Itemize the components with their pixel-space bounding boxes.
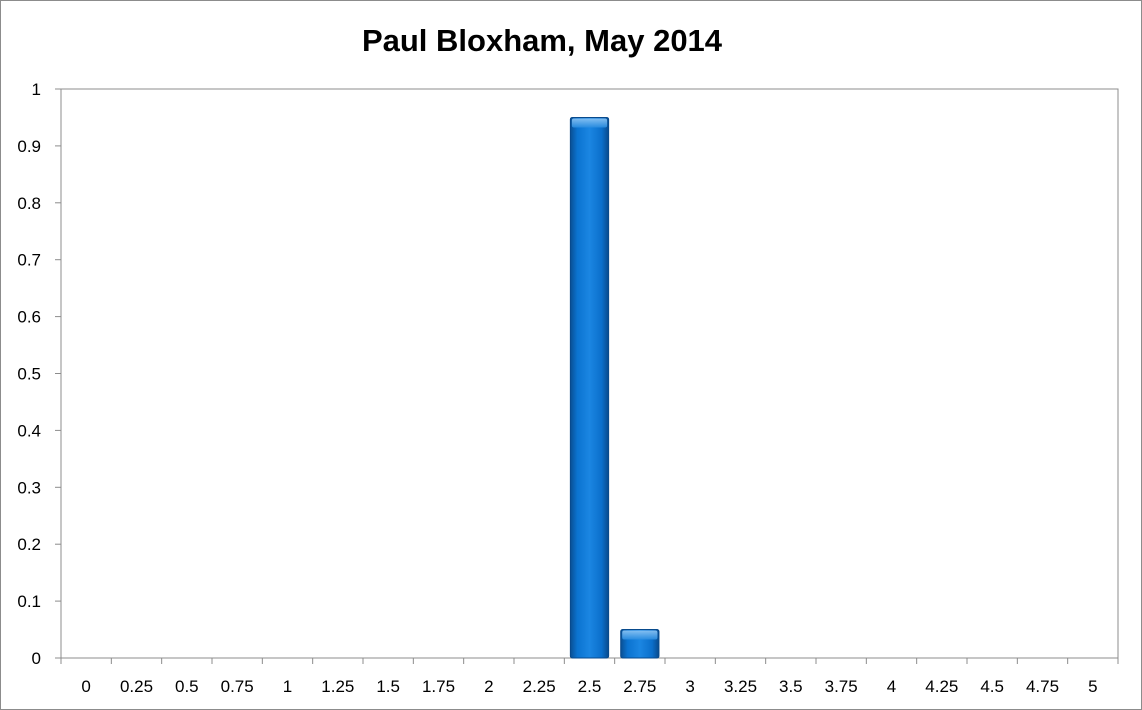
x-tick-label: 3.5 [779, 677, 803, 696]
x-tick-label: 1 [283, 677, 292, 696]
x-tick-label: 3.75 [825, 677, 858, 696]
bars [569, 116, 660, 659]
x-tick-label: 0.75 [221, 677, 254, 696]
y-tick-label: 0.4 [17, 421, 41, 440]
x-tick-label: 0.25 [120, 677, 153, 696]
y-tick-label: 0.8 [17, 194, 41, 213]
x-tick-label: 2.5 [578, 677, 602, 696]
x-tick-label: 2 [484, 677, 493, 696]
x-tick-label: 5 [1088, 677, 1097, 696]
bar-body [569, 116, 610, 659]
x-tick-label: 3.25 [724, 677, 757, 696]
y-tick-label: 0.3 [17, 478, 41, 497]
y-tick-label: 0.5 [17, 365, 41, 384]
x-tick-label: 2.25 [523, 677, 556, 696]
y-tick-label: 0.9 [17, 137, 41, 156]
x-tick-label: 3 [685, 677, 694, 696]
x-tick-label: 1.5 [376, 677, 400, 696]
chart-title: Paul Bloxham, May 2014 [361, 23, 723, 58]
x-tick-label: 0 [81, 677, 90, 696]
y-tick-label: 0.7 [17, 251, 41, 270]
y-tick-label: 0.2 [17, 535, 41, 554]
y-tick-label: 0.6 [17, 308, 41, 327]
y-axis: 0 0.1 0.2 0.3 0.4 0.5 0.6 0.7 0.8 0.9 1 [17, 80, 61, 668]
y-tick-label: 0.1 [17, 592, 41, 611]
x-tick-label: 4.25 [925, 677, 958, 696]
x-tick-label: 1.25 [321, 677, 354, 696]
bar-2.75 [620, 629, 660, 659]
x-tick-label: 1.75 [422, 677, 455, 696]
x-tick-label: 4.5 [980, 677, 1004, 696]
x-tick-label: 2.75 [623, 677, 656, 696]
bar-2.5 [569, 116, 610, 659]
x-axis: 0 0.25 0.5 0.75 1 1.25 1.5 1.75 2 2.25 2.5 2.75 3 3.2… [60, 658, 1119, 696]
x-tick-label: 0.5 [175, 677, 199, 696]
bar-highlight [571, 118, 608, 128]
x-tick-label: 4.75 [1026, 677, 1059, 696]
bar-highlight [622, 630, 658, 640]
y-tick-label: 1 [32, 80, 41, 99]
y-tick-label: 0 [32, 649, 41, 668]
x-tick-label: 4 [887, 677, 896, 696]
